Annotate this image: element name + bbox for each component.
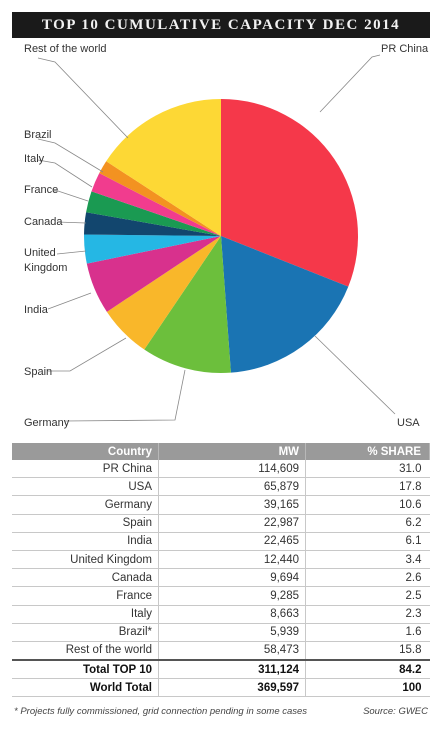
leader-spain: [48, 337, 127, 372]
cell-country: PR China: [12, 460, 159, 479]
table-row: PR China 114,609 31.0: [12, 460, 430, 479]
cell-country: USA: [12, 477, 159, 497]
capacity-table: Country MW % SHARE PR China 114,609 31.0 US…: [12, 443, 430, 698]
table-row: Brazil* 5,939 1.6: [12, 623, 430, 642]
footnote: * Projects fully commissioned, grid conn…: [14, 706, 308, 717]
pie-slice-rest-of-the-world: [106, 99, 221, 236]
leader-rest: [37, 57, 129, 139]
cell-share: 2.3: [305, 605, 430, 624]
cell-country: United Kingdom: [12, 550, 159, 570]
pie-slice-united-kingdom: [84, 234, 221, 264]
total-cell-share: 84.2: [305, 659, 430, 680]
cell-mw: 8,663: [158, 605, 306, 624]
pie-slice-spain: [106, 236, 221, 350]
cell-mw: 5,939: [158, 623, 306, 642]
callout-canada: Canada: [24, 216, 63, 228]
leader-india: [47, 292, 92, 310]
cell-mw: 65,879: [158, 477, 306, 497]
chart-title: TOP 10 CUMULATIVE CAPACITY DEC 2014: [12, 12, 430, 38]
pie-slice-canada: [84, 212, 221, 236]
table-row: Canada 9,694 2.6: [12, 568, 430, 588]
cell-share: 2.5: [305, 586, 430, 606]
cell-share: 17.8: [305, 477, 430, 497]
header-share: % SHARE: [305, 443, 430, 460]
callout-spain: Spain: [24, 366, 52, 378]
leader-uk: [56, 250, 87, 255]
header-country: Country: [12, 443, 159, 460]
source-note: Source: GWEC: [363, 706, 428, 717]
cell-mw: 22,465: [158, 532, 306, 551]
pie-slice-india: [86, 236, 221, 312]
cell-country: Rest of the world: [12, 641, 159, 661]
cell-share: 3.4: [305, 550, 430, 570]
total-cell-country: World Total: [12, 678, 159, 698]
table-row: France 9,285 2.5: [12, 586, 430, 606]
cell-mw: 22,987: [158, 514, 306, 533]
table-row: Rest of the world 58,473 15.8: [12, 641, 430, 661]
cell-share: 2.6: [305, 568, 430, 588]
total-cell-share: 100: [305, 678, 430, 698]
cell-country: India: [12, 532, 159, 551]
callout-italy: Italy: [24, 153, 45, 165]
pie-slice-france: [86, 191, 221, 236]
leader-canada: [56, 221, 87, 224]
leader-italy: [37, 159, 93, 188]
pie-slice-pr-china: [221, 99, 358, 287]
cell-mw: 9,285: [158, 586, 306, 606]
table-row: Germany 39,165 10.6: [12, 495, 430, 515]
table-row: United Kingdom 12,440 3.4: [12, 550, 430, 570]
callout-brazil: Brazil: [24, 129, 52, 141]
pie-slice-germany: [144, 236, 231, 373]
cell-country: Brazil*: [12, 623, 159, 642]
total-top10-row: Total TOP 10 311,124 84.2: [12, 659, 430, 680]
cell-country: Canada: [12, 568, 159, 588]
callout-india: India: [24, 304, 49, 316]
leader-china: [319, 54, 381, 113]
table-row: USA 65,879 17.8: [12, 477, 430, 497]
total-cell-mw: 369,597: [158, 678, 306, 698]
cell-share: 15.8: [305, 641, 430, 661]
cell-country: Germany: [12, 495, 159, 515]
cell-mw: 58,473: [158, 641, 306, 661]
cell-mw: 9,694: [158, 568, 306, 588]
callout-uk-line1: United: [24, 247, 56, 259]
table-row: Italy 8,663 2.3: [12, 605, 430, 624]
callout-rest: Rest of the world: [24, 43, 107, 55]
pie-slice-usa: [221, 236, 349, 373]
cell-share: 1.6: [305, 623, 430, 642]
cell-mw: 114,609: [158, 460, 306, 479]
cell-mw: 39,165: [158, 495, 306, 515]
callout-france: France: [24, 184, 58, 196]
leader-france: [53, 190, 89, 202]
cell-share: 6.2: [305, 514, 430, 533]
table-header-row: Country MW % SHARE: [12, 443, 430, 460]
pie-chart: Rest of the world PR China Brazil Italy …: [24, 43, 429, 429]
cell-mw: 12,440: [158, 550, 306, 570]
total-cell-mw: 311,124: [158, 659, 306, 680]
callout-china: PR China: [381, 43, 429, 55]
callout-usa: USA: [397, 417, 420, 429]
table-row: Spain 22,987 6.2: [12, 514, 430, 533]
leader-usa: [314, 335, 396, 415]
total-cell-country: Total TOP 10: [12, 659, 159, 680]
cell-country: Italy: [12, 605, 159, 624]
leader-germany: [64, 369, 186, 422]
pie-slice-brazil: [99, 161, 221, 236]
pie-slice-italy: [91, 173, 221, 236]
cell-share: 10.6: [305, 495, 430, 515]
header-mw: MW: [158, 443, 306, 460]
callout-germany: Germany: [24, 417, 70, 429]
cell-country: France: [12, 586, 159, 606]
cell-share: 31.0: [305, 460, 430, 479]
world-total-row: World Total 369,597 100: [12, 678, 430, 698]
callout-uk-line2: Kingdom: [24, 262, 67, 274]
cell-country: Spain: [12, 514, 159, 533]
leader-brazil: [37, 138, 104, 173]
cell-share: 6.1: [305, 532, 430, 551]
table-row: India 22,465 6.1: [12, 532, 430, 551]
